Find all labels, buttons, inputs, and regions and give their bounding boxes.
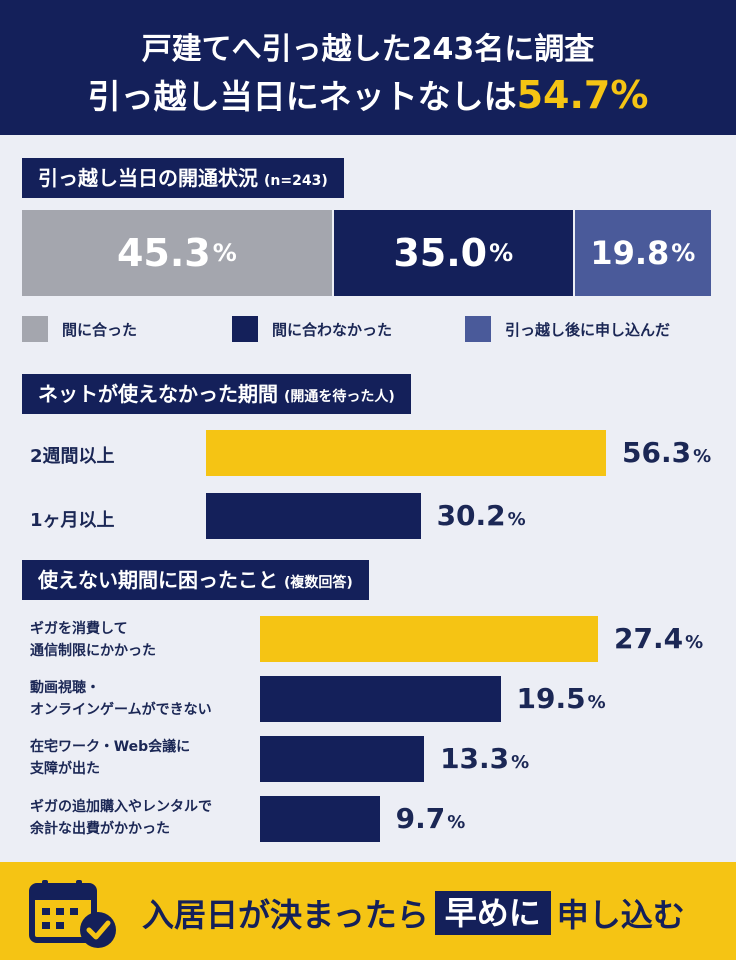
trouble-category-label-0-line-2: 通信制限にかかった bbox=[30, 643, 156, 659]
trouble-value-label-3: 9.7% bbox=[396, 802, 466, 835]
section-title-text: 引っ越し当日の開通状況 bbox=[38, 166, 258, 190]
stack-segment-0: 45.3% bbox=[22, 210, 332, 296]
stack-segment-1: 35.0% bbox=[333, 210, 573, 296]
trouble-value-1: 19.5 bbox=[516, 682, 586, 715]
trouble-category-label-2: 在宅ワーク・Web会議に 支障が出た bbox=[30, 736, 190, 780]
headline-highlight-value: 54.7% bbox=[516, 73, 649, 117]
section-title-no-internet-period: ネットが使えなかった期間 (開通を待った人) bbox=[22, 374, 411, 414]
legend-swatch-0 bbox=[22, 316, 48, 342]
trouble-bar-1 bbox=[260, 676, 501, 722]
period-bar-0 bbox=[206, 430, 606, 476]
trouble-category-label-3: ギガの追加購入やレンタルで 余計な出費がかかった bbox=[30, 796, 212, 840]
footer-banner: 入居日が決まったら 早めに 申し込む bbox=[0, 862, 736, 960]
trouble-category-label-1-line-1: 動画視聴・ bbox=[30, 680, 100, 696]
period-value-label-0: 56.3% bbox=[622, 436, 711, 469]
trouble-category-label-1-line-2: オンラインゲームができない bbox=[30, 702, 212, 718]
headline-line-2-text: 引っ越し当日にネットなしは bbox=[87, 77, 517, 116]
trouble-category-label-1: 動画視聴・ オンラインゲームができない bbox=[30, 677, 212, 721]
section-title-note: (複数回答) bbox=[284, 575, 353, 591]
period-value-0: 56.3 bbox=[622, 436, 692, 469]
period-value-1: 30.2 bbox=[436, 499, 506, 532]
footer-cta-text: 入居日が決まったら 早めに 申し込む bbox=[142, 890, 685, 936]
trouble-value-2: 13.3 bbox=[440, 742, 510, 775]
trouble-value-label-2: 13.3% bbox=[440, 742, 529, 775]
section-title-troubles: 使えない期間に困ったこと (複数回答) bbox=[22, 560, 369, 600]
trouble-bar-2 bbox=[260, 736, 425, 782]
period-bar-1 bbox=[206, 493, 421, 539]
headline-line-2: 引っ越し当日にネットなしは54.7% bbox=[0, 70, 736, 118]
percent-sign: % bbox=[511, 752, 530, 773]
legend-swatch-1 bbox=[232, 316, 258, 342]
header-banner: 戸建てへ引っ越した243名に調査 引っ越し当日にネットなしは54.7% bbox=[0, 0, 736, 135]
trouble-value-label-1: 19.5% bbox=[517, 682, 606, 715]
percent-sign: % bbox=[507, 509, 526, 530]
trouble-category-label-3-line-2: 余計な出費がかかった bbox=[30, 821, 170, 837]
trouble-bar-0 bbox=[260, 616, 598, 662]
percent-sign: % bbox=[212, 239, 237, 267]
section-title-text: ネットが使えなかった期間 bbox=[38, 382, 278, 406]
footer-text-boxed: 早めに bbox=[434, 891, 551, 935]
period-category-label-1: 1ヶ月以上 bbox=[30, 510, 115, 531]
legend-item-2: 引っ越し後に申し込んだ bbox=[465, 316, 670, 342]
section-title-note: (開通を待った人) bbox=[284, 389, 395, 405]
legend-item-1: 間に合わなかった bbox=[232, 316, 392, 342]
trouble-value-label-0: 27.4% bbox=[614, 622, 703, 655]
stack-value-1: 35.0 bbox=[393, 231, 488, 275]
stack-segment-2: 19.8% bbox=[574, 210, 711, 296]
section-title-opening-status: 引っ越し当日の開通状況 (n=243) bbox=[22, 158, 344, 198]
trouble-bar-3 bbox=[260, 796, 380, 842]
calendar-check-icon bbox=[29, 880, 116, 948]
percent-sign: % bbox=[587, 692, 606, 713]
legend-swatch-2 bbox=[465, 316, 491, 342]
trouble-category-label-0: ギガを消費して 通信制限にかかった bbox=[30, 618, 156, 662]
footer-text-before: 入居日が決まったら bbox=[142, 896, 429, 934]
stack-value-2: 19.8 bbox=[590, 234, 670, 272]
legend-label-0: 間に合った bbox=[62, 320, 138, 339]
percent-sign: % bbox=[447, 812, 466, 833]
period-category-label-0: 2週間以上 bbox=[30, 446, 115, 467]
headline-line-1: 戸建てへ引っ越した243名に調査 bbox=[141, 32, 595, 67]
percent-sign: % bbox=[685, 632, 704, 653]
trouble-category-label-2-line-1: 在宅ワーク・Web会議に bbox=[30, 739, 191, 755]
trouble-category-label-2-line-2: 支障が出た bbox=[30, 761, 100, 777]
trouble-category-label-3-line-1: ギガの追加購入やレンタルで bbox=[30, 799, 212, 815]
section-title-text: 使えない期間に困ったこと bbox=[38, 568, 278, 592]
stack-value-0: 45.3 bbox=[116, 231, 211, 275]
period-value-label-1: 30.2% bbox=[437, 499, 526, 532]
percent-sign: % bbox=[489, 239, 514, 267]
section-title-note: (n=243) bbox=[264, 173, 328, 189]
percent-sign: % bbox=[671, 239, 696, 267]
legend-label-1: 間に合わなかった bbox=[272, 320, 393, 339]
percent-sign: % bbox=[693, 446, 712, 467]
trouble-value-0: 27.4 bbox=[614, 622, 684, 655]
trouble-category-label-0-line-1: ギガを消費して bbox=[30, 621, 128, 637]
legend-label-2: 引っ越し後に申し込んだ bbox=[505, 320, 671, 339]
trouble-value-3: 9.7 bbox=[395, 802, 446, 835]
legend-item-0: 間に合った bbox=[22, 316, 137, 342]
footer-text-after: 申し込む bbox=[556, 896, 685, 934]
